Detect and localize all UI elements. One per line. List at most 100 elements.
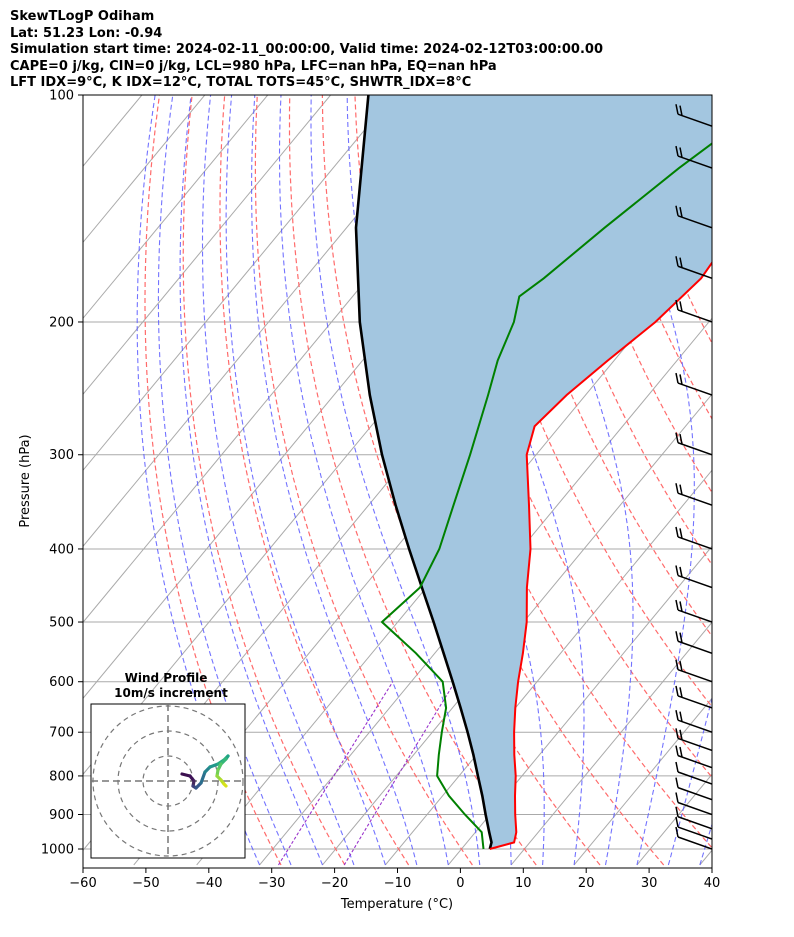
y-tick-label: 100 — [49, 89, 74, 104]
wind-barb-flag — [679, 207, 683, 218]
wind-barb-flag — [675, 816, 679, 828]
wind-barb-flag — [675, 659, 679, 670]
mixing-ratio-line — [278, 681, 394, 866]
wind-barb-staff — [677, 695, 712, 709]
y-tick-label: 700 — [49, 726, 74, 741]
dry-adiabat-line — [779, 95, 794, 865]
x-tick-label: 40 — [704, 876, 721, 891]
dewpoint-line — [380, 142, 712, 850]
isotherm-line — [83, 95, 457, 548]
moist-adiabat-line — [515, 95, 634, 866]
wind-barb-flag — [675, 104, 679, 115]
wind-barb-staff — [677, 442, 712, 456]
wind-barb-staff — [677, 826, 712, 840]
wind-barb-flag — [675, 631, 679, 642]
wind-barb-staff — [677, 155, 712, 169]
title-location: Lat: 51.23 Lon: -0.94 — [10, 25, 163, 41]
moist-adiabat-line — [179, 95, 324, 866]
wind-barb-flag — [675, 792, 679, 803]
wind-barb-flag — [679, 660, 683, 672]
wind-barb-flag — [679, 528, 683, 539]
wind-barb-staff — [677, 265, 712, 279]
isotherm-line — [83, 95, 206, 244]
wind-barb-staff — [677, 737, 712, 752]
wind-barb-flag — [675, 685, 679, 697]
isotherm-line — [0, 95, 79, 865]
wind-barb-staff — [677, 801, 712, 816]
x-tick-label: 30 — [641, 876, 658, 891]
wind-barb-staff — [677, 669, 712, 683]
inset-rings — [91, 704, 245, 858]
isotherm-line — [763, 95, 794, 865]
dry-adiabat-line — [288, 95, 537, 866]
wind-barb-flag — [676, 73, 678, 83]
hodograph-segment — [222, 782, 228, 788]
wind-barb-staff — [677, 113, 712, 127]
wind-barb-flag — [675, 728, 679, 739]
isotherm-line — [322, 393, 712, 866]
isotherm-line — [573, 697, 712, 866]
title-times: Simulation start time: 2024-02-11_00:00:… — [10, 42, 603, 57]
y-tick-label: 400 — [49, 542, 74, 557]
wind-barb-flag — [675, 599, 679, 611]
cape-cin-shading — [356, 95, 712, 849]
moist-adiabat-line — [201, 95, 355, 866]
wind-barb-flag — [675, 761, 679, 773]
wind-barb-flag — [679, 105, 683, 116]
wind-barb-flag — [679, 484, 683, 495]
moist-adiabat-line — [225, 95, 386, 866]
wind-barb-flag — [675, 299, 679, 311]
wind-barb-staff — [677, 215, 712, 229]
inset-title: Wind Profile — [125, 671, 208, 685]
moist-adiabat-line — [731, 95, 794, 865]
wind-barb-flag — [679, 374, 683, 385]
title-station: SkewTLogP Odiham — [10, 9, 155, 24]
wind-barb-flag — [675, 432, 679, 443]
dry-adiabat-line — [321, 95, 601, 866]
x-tick-label: −60 — [69, 876, 96, 891]
y-tick-label: 800 — [49, 769, 74, 784]
wind-profile-inset: Wind Profile 10m/s increment — [90, 671, 246, 859]
y-axis-label: Pressure (hPa) — [18, 434, 33, 527]
wind-barb-staff — [677, 771, 712, 785]
inset-subtitle: 10m/s increment — [114, 686, 228, 700]
wind-barb-staff — [677, 836, 712, 850]
x-tick-label: −20 — [321, 876, 348, 891]
cin-shading-area — [356, 95, 712, 849]
temperature-line — [489, 261, 712, 850]
wind-barb-flag — [675, 145, 679, 157]
parcel-path-line — [354, 95, 493, 850]
wind-barb-flag — [675, 565, 679, 576]
moist-adiabat-line — [310, 95, 481, 866]
isotherm-line — [699, 849, 712, 866]
wind-barb-staff — [677, 609, 712, 623]
isotherm-line — [259, 317, 712, 866]
isotherm-line — [510, 621, 712, 866]
wind-barb-flag — [679, 729, 683, 740]
dry-adiabat-line — [713, 95, 794, 865]
dry-adiabat-line — [182, 95, 346, 866]
x-tick-label: −40 — [195, 876, 222, 891]
mixing-ratio-line — [343, 681, 456, 866]
wind-barb-flag — [675, 526, 679, 538]
hodograph-segment — [199, 770, 207, 785]
wind-barb-flag — [675, 710, 679, 721]
x-tick-label: 10 — [515, 876, 532, 891]
wind-barbs — [675, 73, 712, 850]
chart-header: SkewTLogP Odiham Lat: 51.23 Lon: -0.94 S… — [10, 9, 603, 92]
wind-barb-flag — [679, 301, 683, 312]
profile-lines — [354, 95, 712, 850]
wind-barb-flag — [679, 746, 683, 758]
wind-barb-flag — [675, 826, 679, 838]
y-tick-label: 200 — [49, 315, 74, 330]
x-tick-label: 0 — [456, 876, 464, 891]
wind-barb-staff — [677, 382, 712, 396]
dry-adiabat-line — [452, 95, 712, 708]
wind-barb-staff — [677, 536, 712, 550]
isotherm-line — [447, 545, 712, 866]
wind-barb-staff — [677, 640, 712, 654]
dry-adiabat-line — [144, 95, 282, 866]
moist-adiabat-line — [278, 95, 449, 866]
wind-barb-flag — [679, 711, 683, 722]
